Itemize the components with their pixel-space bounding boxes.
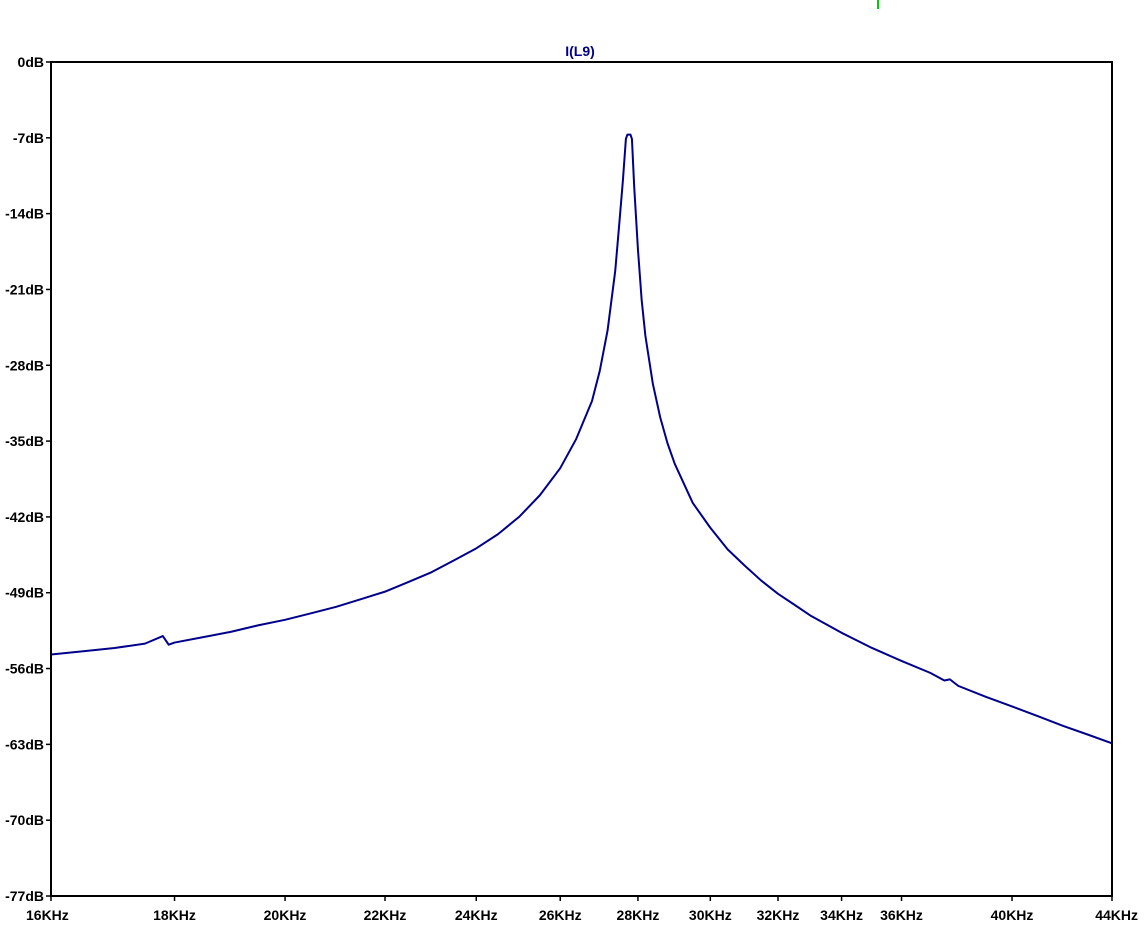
x-tick-label: 36KHz xyxy=(880,907,923,923)
trace-i-l9-line[interactable] xyxy=(50,133,1113,745)
y-tick-label: -7dB xyxy=(13,130,44,146)
y-axis-ticks: 0dB -7dB -14dB -21dB -28dB -35dB -42dB -49dB -56… xyxy=(5,54,51,904)
y-tick-label: -77dB xyxy=(5,888,44,904)
x-tick-label: 16KHz xyxy=(26,907,69,923)
x-tick-label: 28KHz xyxy=(617,907,660,923)
x-tick-label: 22KHz xyxy=(364,907,407,923)
plot-frame xyxy=(50,61,1113,897)
y-tick-label: -63dB xyxy=(5,736,44,752)
x-axis-ticks: 16KHz 18KHz 20KHz 22KHz 24KHz 26KHz 28KHz 30KHz… xyxy=(26,896,1138,923)
y-tick-label: -42dB xyxy=(5,509,44,525)
y-tick-label: -28dB xyxy=(5,357,44,373)
x-tick-label: 18KHz xyxy=(153,907,196,923)
x-tick-label: 34KHz xyxy=(820,907,863,923)
x-tick-label: 40KHz xyxy=(991,907,1034,923)
y-tick-label: -21dB xyxy=(5,281,44,297)
y-tick-label: -70dB xyxy=(5,812,44,828)
x-tick-label: 24KHz xyxy=(455,907,498,923)
y-tick-label: -14dB xyxy=(5,206,44,222)
y-tick-label: -56dB xyxy=(5,661,44,677)
trace-title-label[interactable]: I(L9) xyxy=(565,43,595,59)
y-tick-label: 0dB xyxy=(18,54,44,70)
x-tick-label: 20KHz xyxy=(264,907,307,923)
cursor-marker[interactable] xyxy=(877,0,879,9)
x-tick-label: 30KHz xyxy=(689,907,732,923)
x-tick-label: 32KHz xyxy=(757,907,800,923)
y-tick-label: -35dB xyxy=(5,433,44,449)
y-tick-label: -49dB xyxy=(5,585,44,601)
x-tick-label: 26KHz xyxy=(539,907,582,923)
x-tick-label: 44KHz xyxy=(1095,907,1138,923)
